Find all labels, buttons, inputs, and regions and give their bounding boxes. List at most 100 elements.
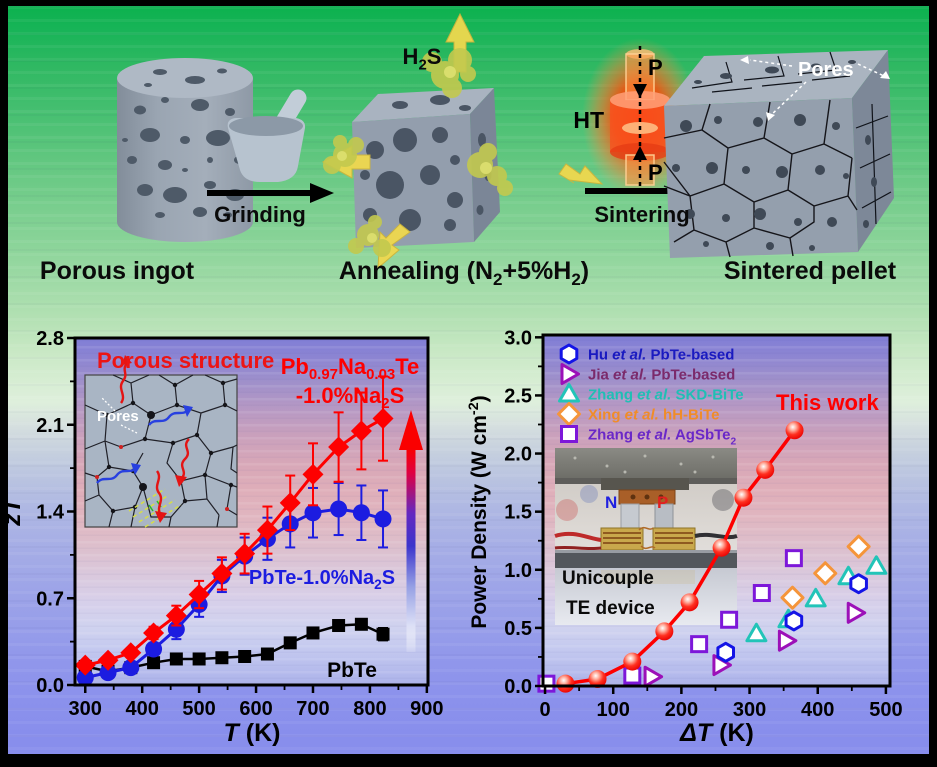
marker-square [332, 619, 346, 633]
mortar-pestle-icon [227, 89, 307, 182]
n-leg-label: N [605, 493, 617, 512]
marker-square [306, 626, 320, 640]
marker-diamond [165, 605, 187, 627]
marker-ball [623, 652, 642, 671]
marker-circle [330, 500, 348, 518]
grain-boundaries-top [691, 51, 851, 93]
zt-chart-data-layer: 300 400 500 600 700 800 900 0.0 0.7 1.4 2.1 2.8 [36, 328, 443, 720]
marker-hex-o [716, 641, 736, 663]
unicouple-photo-inset [554, 448, 738, 625]
x-tick-label: 500 [182, 698, 215, 720]
legend-label: Hu et al. PbTe-based [588, 347, 734, 364]
series-xing-et-al-hh-bite [780, 534, 871, 610]
marker-hex-o [849, 573, 868, 595]
marker-tri-r-o [777, 629, 798, 652]
legend-label: Zhang et al. AgSbTe2 [588, 427, 737, 448]
x-tick-label: 500 [869, 699, 902, 721]
marker-square [283, 636, 297, 650]
zt-chart: Pores 300 400 500 600 700 800 900 0.0 0.7 1.4 2.1 2… [0, 328, 444, 747]
x-tick-label: 300 [733, 699, 766, 721]
series-zhang-et-al-agsbte2 [537, 549, 803, 693]
pd-chart-data-layer: 0 100 200 300 400 500 0.0 0.5 1.0 1.5 2.0 2.5 3.0 Hu … [504, 327, 902, 721]
marker-tri-r-o [643, 665, 664, 688]
series-label-red-line1: Pb0.97Na0.03Te [281, 354, 420, 383]
marker-tri-o [804, 587, 827, 608]
marker-square [260, 647, 274, 661]
series-label-black: PbTe [327, 659, 377, 682]
marker-sq-o [537, 674, 556, 693]
marker-circle [304, 504, 322, 522]
legend-label: Xing et al. hH-BiTe [588, 407, 719, 424]
marker-dia-o [780, 585, 805, 610]
marker-ball [785, 421, 804, 440]
marker-diamond [234, 543, 256, 565]
marker-ball [734, 488, 753, 507]
x-axis-title-left-chart: T (K) [224, 719, 281, 747]
y-axis-title-left-chart: zT [0, 495, 26, 527]
marker-tri-r-o [846, 601, 867, 624]
y-tick-label: 2.8 [36, 328, 64, 350]
y-tick-label: 2.5 [504, 385, 532, 407]
marker-ball [556, 674, 575, 693]
marker-diamond [279, 492, 301, 514]
annealing-label: Annealing (N2+5%H2) [338, 257, 590, 289]
sintered-pellet-illustration: Pores [663, 50, 894, 258]
sintered-pellet-label: Sintered pellet [723, 257, 897, 285]
x-tick-label: 600 [239, 698, 272, 720]
series-hu-et-al-pbte-based [716, 573, 868, 663]
pores-arrowheads [740, 56, 890, 121]
x-tick-label: 100 [597, 699, 630, 721]
legend: Hu et al. PbTe-based Jia et al. PbTe-base… [557, 343, 744, 448]
annealing-cube-illustration [321, 12, 604, 270]
pressure-top-label: P [648, 55, 663, 80]
y-tick-label: 0.7 [36, 588, 64, 610]
marker-circle [99, 664, 117, 682]
grinding-label: Grinding [214, 202, 306, 227]
photo-red-wire [554, 531, 602, 542]
marker-sq-o [690, 635, 709, 654]
inset-title: Porous structure [97, 348, 274, 373]
porous-ingot-illustration [117, 58, 253, 242]
marker-ball [712, 538, 731, 557]
pressure-down-arrow [633, 84, 647, 98]
y-tick-label: 0.0 [504, 676, 532, 698]
sintering-label: Sintering [594, 202, 690, 227]
marker-sq-o [784, 549, 803, 568]
zt-gradient-arrow [399, 410, 423, 652]
pressure-up-arrow [633, 146, 647, 160]
marker-hex-o [559, 343, 579, 365]
series-this-work [556, 421, 804, 693]
x-tick-label: 700 [296, 698, 329, 720]
x-tick-label: 800 [353, 698, 386, 720]
y-axis-title-right-chart: Power Density (W cm-2) [466, 395, 491, 628]
marker-square [376, 627, 390, 641]
marker-sq-o [560, 425, 578, 443]
pores-pointer-arrows [749, 59, 885, 117]
y-tick-label: 2.0 [504, 444, 532, 466]
legend-label: Jia et al. PbTe-based [588, 367, 735, 384]
ht-label: HT [573, 107, 604, 133]
x-tick-label: 300 [69, 698, 102, 720]
series-pb0-97na0-03te-1-0-na2s [74, 375, 394, 676]
process-diagram: P P HT [117, 12, 894, 270]
marker-dia-o [813, 561, 838, 586]
marker-circle [122, 659, 140, 677]
marker-square [354, 617, 368, 631]
inset-pores-arrows [100, 396, 138, 434]
x-tick-label: 200 [665, 699, 698, 721]
marker-tri-o [558, 383, 580, 403]
y-tick-label: 0.5 [504, 618, 532, 640]
marker-diamond [188, 584, 210, 606]
grain-boundaries-right [855, 103, 892, 225]
marker-diamond [350, 420, 372, 442]
y-tick-label: 1.5 [504, 502, 532, 524]
pressure-bottom-label: P [648, 160, 663, 185]
porous-ingot-label: Porous ingot [39, 257, 195, 285]
marker-tri-o [865, 555, 888, 575]
x-tick-label: 900 [410, 698, 443, 720]
legend-label: Zhang et al. SKD-BiTe [588, 387, 744, 404]
y-tick-label: 2.1 [36, 415, 64, 437]
inset-phonon-red-squiggles [119, 362, 190, 516]
inset-pores-label: Pores [97, 408, 139, 425]
